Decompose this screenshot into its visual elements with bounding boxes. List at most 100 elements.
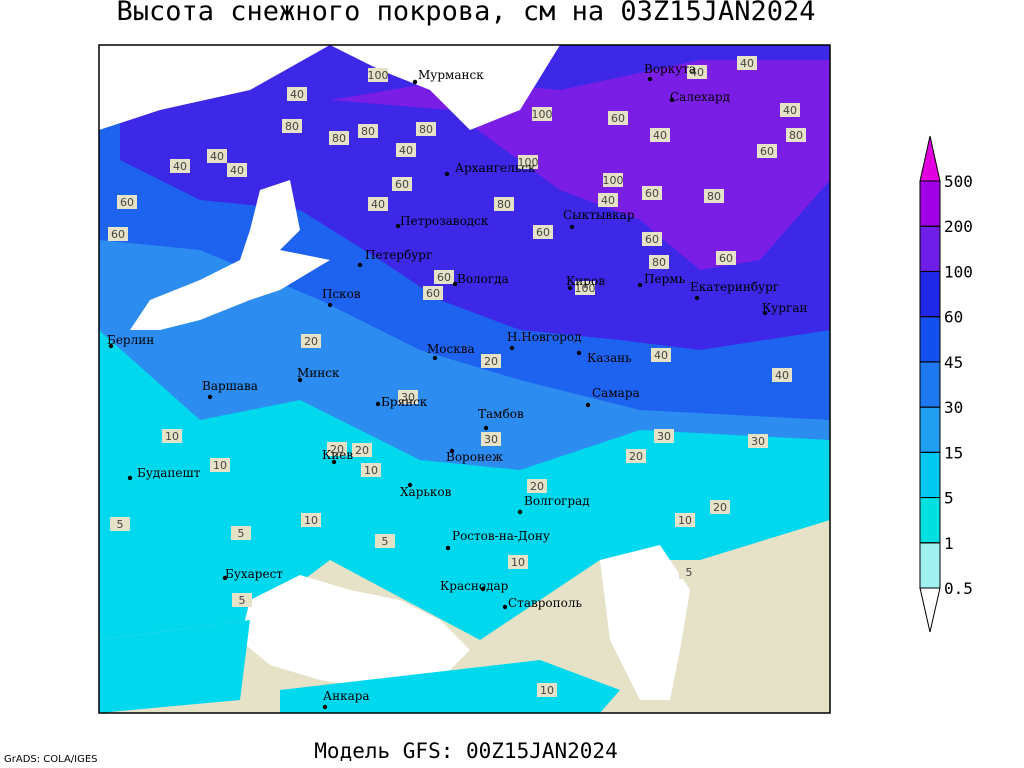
contour-label-box	[416, 122, 436, 136]
colorbar-label: 200	[944, 217, 973, 236]
city-dot	[412, 79, 418, 85]
contour-label: 60	[611, 112, 625, 125]
contour-labels: 60 100 40 80 40 40 40 60 80 40 80 60 80 100 100 60 40 80 6…	[108, 56, 806, 697]
contour-label-box	[710, 500, 730, 514]
colorbar-label: 5	[944, 489, 954, 508]
contour-label: 40	[601, 194, 615, 207]
city-label: Будапешт	[137, 466, 201, 480]
city-label: Москва	[427, 342, 475, 356]
contour-label: 5	[238, 527, 245, 540]
contour-label: 10	[165, 430, 179, 443]
city-label: Воркута	[644, 62, 696, 76]
city-dot	[567, 285, 573, 291]
city-dot	[127, 475, 133, 481]
city-label: Сыктывкар	[563, 208, 635, 222]
contour-label: 80	[361, 125, 375, 138]
contour-label: 60	[536, 226, 550, 239]
contour-label-box	[786, 128, 806, 142]
city-label: Бухарест	[225, 567, 283, 581]
contour-label-box	[232, 593, 252, 607]
city-dot	[637, 282, 643, 288]
contour-label: 60	[120, 196, 134, 209]
city-label: Салехард	[670, 90, 730, 104]
contour-label-box	[687, 65, 707, 79]
contour-label-box	[108, 227, 128, 241]
city-label: Петербург	[365, 248, 432, 262]
city-dot	[509, 345, 515, 351]
contour-label-box	[757, 144, 777, 158]
colorbar-box	[919, 270, 941, 318]
city-label: Брянск	[381, 395, 428, 409]
contour-label-box	[675, 513, 695, 527]
colorbar-cap-high	[919, 135, 941, 182]
contour-label: 10	[511, 556, 525, 569]
city-dot	[647, 76, 653, 82]
contour-label-box	[162, 429, 182, 443]
contour-label-box	[532, 107, 552, 121]
caspian-sea	[600, 545, 690, 700]
title: Высота снежного покрова, см на 03Z15JAN2…	[117, 0, 816, 27]
city-label: Самара	[592, 386, 640, 400]
contour-label: 60	[760, 145, 774, 158]
city-label: Краснодар	[440, 579, 509, 593]
city-label: Киев	[322, 448, 353, 462]
contour-label: 100	[603, 174, 624, 187]
colorbar-box	[919, 451, 941, 499]
contour-label: 10	[364, 464, 378, 477]
contour-label: 10	[304, 514, 318, 527]
contour-label: 20	[484, 355, 498, 368]
contour-label-box	[518, 155, 538, 169]
contour-label: 60	[426, 287, 440, 300]
contour-label: 40	[783, 104, 797, 117]
contour-label-box	[375, 534, 395, 548]
balkans-snow	[99, 620, 250, 713]
baltic-sea	[130, 180, 330, 330]
city-dot	[480, 586, 486, 592]
contour-label: 20	[713, 501, 727, 514]
contour-label: 20	[629, 450, 643, 463]
contour-label: 10	[540, 684, 554, 697]
city-dot	[444, 171, 450, 177]
contour-label: 20	[530, 480, 544, 493]
contour-label-box	[772, 368, 792, 382]
contour-label-box	[626, 449, 646, 463]
contour-label: 40	[230, 164, 244, 177]
city-dot	[297, 377, 303, 383]
cities: Мурманск Воркута Салехард Архангельск Петроз…	[107, 62, 807, 710]
city-dot	[331, 459, 337, 465]
contour-label-box	[329, 131, 349, 145]
city-dot	[357, 262, 363, 268]
city-dot	[207, 394, 213, 400]
city-label: Анкара	[323, 689, 370, 703]
contour-label-box	[231, 526, 251, 540]
city-label: Минск	[297, 366, 340, 380]
city-label: Ростов-на-Дону	[452, 529, 550, 543]
city-label: Петрозаводск	[400, 214, 489, 228]
contour-label: 60	[645, 187, 659, 200]
contour-label-box	[423, 286, 443, 300]
colorbar-box	[919, 180, 941, 227]
city-dot	[517, 509, 523, 515]
contour-label: 40	[740, 57, 754, 70]
colorbar-label: 500	[944, 172, 973, 191]
contour-label: 60	[437, 271, 451, 284]
contour-label: 80	[332, 132, 346, 145]
colorbar-label: 30	[944, 398, 963, 417]
city-label: Волгоград	[524, 494, 590, 508]
contour-label-box	[654, 429, 674, 443]
contour-label-box	[287, 87, 307, 101]
contour-label-box	[537, 683, 557, 697]
city-label: Архангельск	[455, 161, 536, 175]
contour-label-box	[352, 443, 372, 457]
contour-label: 5	[686, 566, 693, 579]
contour-label-box	[737, 56, 757, 70]
contour-label-box	[434, 270, 454, 284]
contour-label: 100	[368, 69, 389, 82]
city-label: Тамбов	[478, 407, 524, 421]
contour-label: 40	[371, 198, 385, 211]
colorbar-label: 1	[944, 534, 954, 553]
city-dot	[222, 575, 228, 581]
city-dot	[576, 350, 582, 356]
barents-sea	[99, 45, 330, 130]
